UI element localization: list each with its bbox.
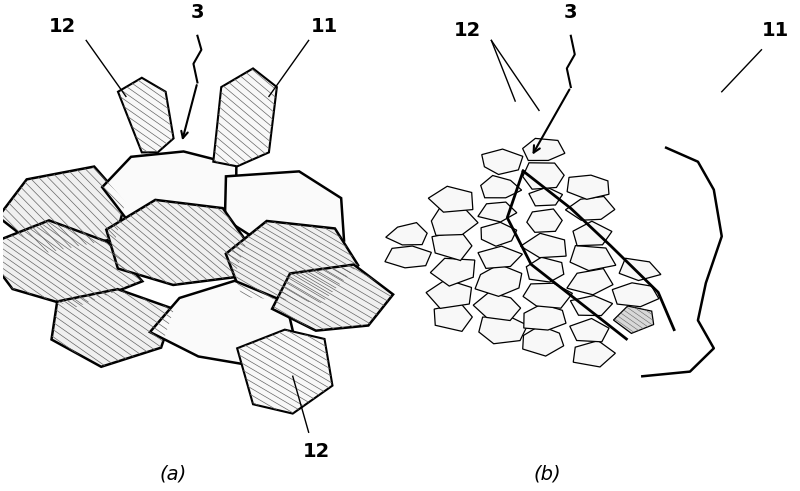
Polygon shape: [574, 341, 615, 367]
Polygon shape: [434, 303, 472, 331]
Polygon shape: [614, 306, 654, 333]
Polygon shape: [150, 281, 294, 366]
Text: 12: 12: [454, 22, 481, 40]
Polygon shape: [524, 304, 566, 330]
Polygon shape: [426, 279, 471, 308]
Polygon shape: [237, 329, 333, 413]
Polygon shape: [0, 166, 126, 253]
Polygon shape: [567, 269, 613, 295]
Text: 12: 12: [49, 17, 76, 36]
Polygon shape: [570, 296, 613, 316]
Polygon shape: [106, 200, 246, 285]
Text: (b): (b): [533, 464, 561, 484]
Polygon shape: [430, 258, 474, 286]
Polygon shape: [570, 319, 609, 342]
Polygon shape: [481, 222, 517, 246]
Polygon shape: [432, 231, 472, 261]
Polygon shape: [522, 326, 564, 356]
Polygon shape: [529, 187, 562, 206]
Polygon shape: [225, 171, 344, 247]
Polygon shape: [118, 78, 174, 152]
Polygon shape: [226, 221, 358, 303]
Polygon shape: [475, 264, 522, 297]
Polygon shape: [619, 258, 661, 280]
Polygon shape: [523, 283, 573, 308]
Text: 12: 12: [303, 441, 330, 461]
Polygon shape: [482, 149, 523, 174]
Polygon shape: [214, 68, 277, 166]
Polygon shape: [566, 196, 615, 220]
Polygon shape: [102, 151, 236, 231]
Polygon shape: [385, 246, 431, 268]
Polygon shape: [567, 175, 609, 199]
Polygon shape: [478, 202, 517, 222]
Polygon shape: [428, 186, 473, 212]
Polygon shape: [527, 209, 562, 232]
Polygon shape: [106, 200, 246, 285]
Polygon shape: [526, 257, 564, 282]
Text: (a): (a): [160, 464, 187, 484]
Polygon shape: [478, 246, 522, 269]
Polygon shape: [226, 221, 358, 303]
Text: 11: 11: [762, 22, 789, 40]
Polygon shape: [0, 166, 126, 253]
Polygon shape: [522, 163, 564, 189]
Polygon shape: [386, 222, 427, 245]
Polygon shape: [570, 246, 616, 271]
Polygon shape: [481, 175, 522, 198]
Polygon shape: [51, 289, 174, 367]
Polygon shape: [474, 293, 521, 321]
Text: 3: 3: [190, 3, 204, 22]
Polygon shape: [272, 265, 393, 330]
Polygon shape: [0, 220, 142, 307]
Polygon shape: [0, 220, 142, 307]
Text: 11: 11: [311, 17, 338, 36]
Polygon shape: [522, 138, 565, 161]
Text: 3: 3: [564, 3, 578, 22]
Polygon shape: [272, 265, 393, 330]
Polygon shape: [612, 283, 659, 307]
Polygon shape: [573, 221, 612, 246]
Polygon shape: [521, 233, 566, 258]
Polygon shape: [51, 289, 174, 367]
Polygon shape: [479, 316, 527, 344]
Polygon shape: [431, 208, 478, 235]
